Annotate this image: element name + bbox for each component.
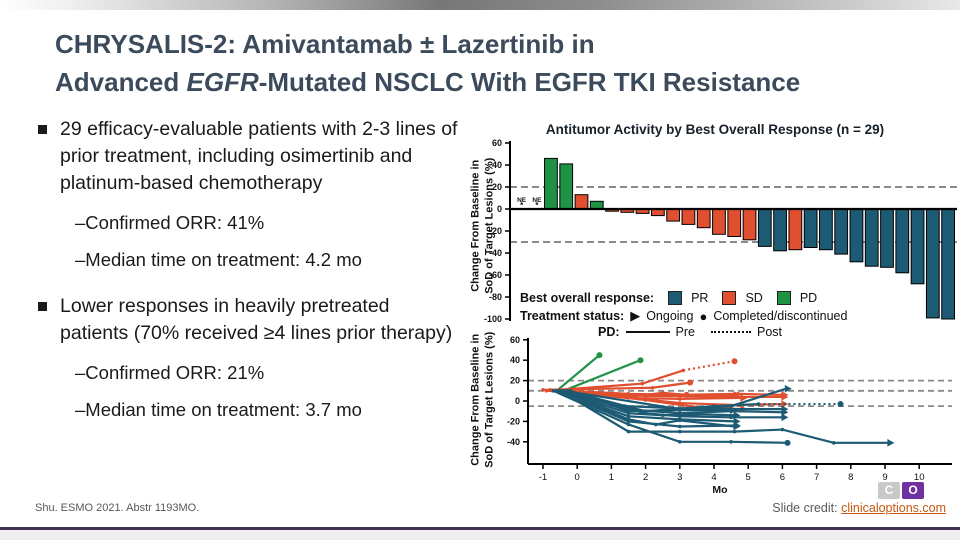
post-label: Post [756,325,782,339]
credit-link[interactable]: clinicaloptions.com [841,501,946,515]
chart-title: Antitumor Activity by Best Overall Respo… [545,122,885,137]
bullet-2-sub-1: –Confirmed ORR: 21% [75,361,265,383]
bullet-1-text: 29 efficacy-evaluable patients with 2-3 … [60,118,458,194]
svg-text:-40: -40 [489,248,502,258]
svg-text:4: 4 [711,472,716,483]
top-gradient-bar [0,0,960,10]
citation: Shu. ESMO 2021. Abstr 1193MO. [35,502,200,514]
svg-text:2: 2 [643,472,648,483]
svg-text:-20: -20 [489,226,502,236]
legend-response-label: Best overall response: [520,291,655,305]
bullet-1-sub-2: –Median time on treatment: 4.2 mo [75,248,362,270]
legend-pd-lines: PD: Pre Post [598,325,782,339]
completed-label: Completed/discontinued [713,309,848,323]
svg-text:60: 60 [510,335,520,345]
slide-title: CHRYSALIS-2: Amivantamab ± Lazertinib in… [55,26,935,101]
svg-text:10: 10 [914,472,925,483]
pre-label: Pre [675,325,695,339]
svg-text:40: 40 [510,355,520,365]
ongoing-arrow-icon: ▶ [630,308,641,323]
svg-text:Mo: Mo [712,484,727,496]
svg-text:-20: -20 [507,416,520,426]
legend-swatch-pr [668,291,683,305]
legend-label-pd: PD [799,291,818,305]
legend-status: Treatment status: ▶ Ongoing ● Completed/di… [520,308,847,324]
bullet-2: Lower responses in heavily pretreated pa… [35,293,460,347]
legend-label-pr: PR [691,291,709,305]
legend-swatch-pd [776,291,791,305]
pre-line-icon [625,331,670,333]
svg-text:40: 40 [492,160,502,170]
post-line-icon [710,331,751,333]
bottom-strip [0,530,960,540]
bullet-1-sub-1: –Confirmed ORR: 41% [75,211,265,233]
legend-status-label: Treatment status: [520,309,625,323]
bullet-square-icon [38,125,47,134]
bullet-list: 29 efficacy-evaluable patients with 2-3 … [35,116,460,421]
svg-text:8: 8 [848,472,853,483]
bullet-square-icon [38,301,47,311]
svg-text:6: 6 [780,472,785,483]
svg-text:*: * [535,201,539,210]
legend-swatch-sd [722,291,737,305]
svg-text:0: 0 [515,396,520,406]
bullet-1: 29 efficacy-evaluable patients with 2-3 … [35,116,460,197]
slide-credit: Slide credit: clinicaloptions.com [772,501,946,515]
svg-text:60: 60 [492,138,502,148]
cco-logo: C O [878,482,924,499]
svg-text:0: 0 [575,472,580,483]
legend-response: Best overall response: PR SD PD [520,291,817,305]
title-line-2: Advanced EGFR-Mutated NSCLC With EGFR TK… [55,66,801,97]
svg-text:*: * [520,201,524,210]
bullet-2-sub-2: –Median time on treatment: 3.7 mo [75,398,362,420]
svg-text:5: 5 [746,472,751,483]
svg-text:20: 20 [492,182,502,192]
svg-text:-100: -100 [484,314,502,324]
svg-text:-80: -80 [489,292,502,302]
legend-label-sd: SD [745,291,763,305]
svg-text:-60: -60 [489,270,502,280]
svg-text:NE: NE [517,197,527,204]
svg-text:0: 0 [497,204,502,214]
spider-chart: 60 40 20 0 -20 -40 -1 0 1 2 3 4 5 6 7 8 9 10 Mo [507,335,952,496]
title-egfr-italic: EGFR [186,66,259,97]
svg-text:9: 9 [882,472,887,483]
svg-text:NE: NE [532,197,542,204]
ongoing-label: Ongoing [646,309,694,323]
cco-logo-c: C [878,482,900,499]
completed-dot-icon: ● [699,308,708,324]
legend-pd-label: PD: [598,325,620,339]
title-line-1: CHRYSALIS-2: Amivantamab ± Lazertinib in [55,29,595,59]
svg-text:-40: -40 [507,437,520,447]
bottom-accent-rule [0,527,960,530]
svg-text:3: 3 [677,472,682,483]
svg-text:1: 1 [609,472,614,483]
svg-text:20: 20 [510,376,520,386]
svg-text:7: 7 [814,472,819,483]
bullet-2-text: Lower responses in heavily pretreated pa… [60,294,453,344]
cco-logo-o: O [902,482,924,499]
svg-text:-1: -1 [539,472,547,483]
